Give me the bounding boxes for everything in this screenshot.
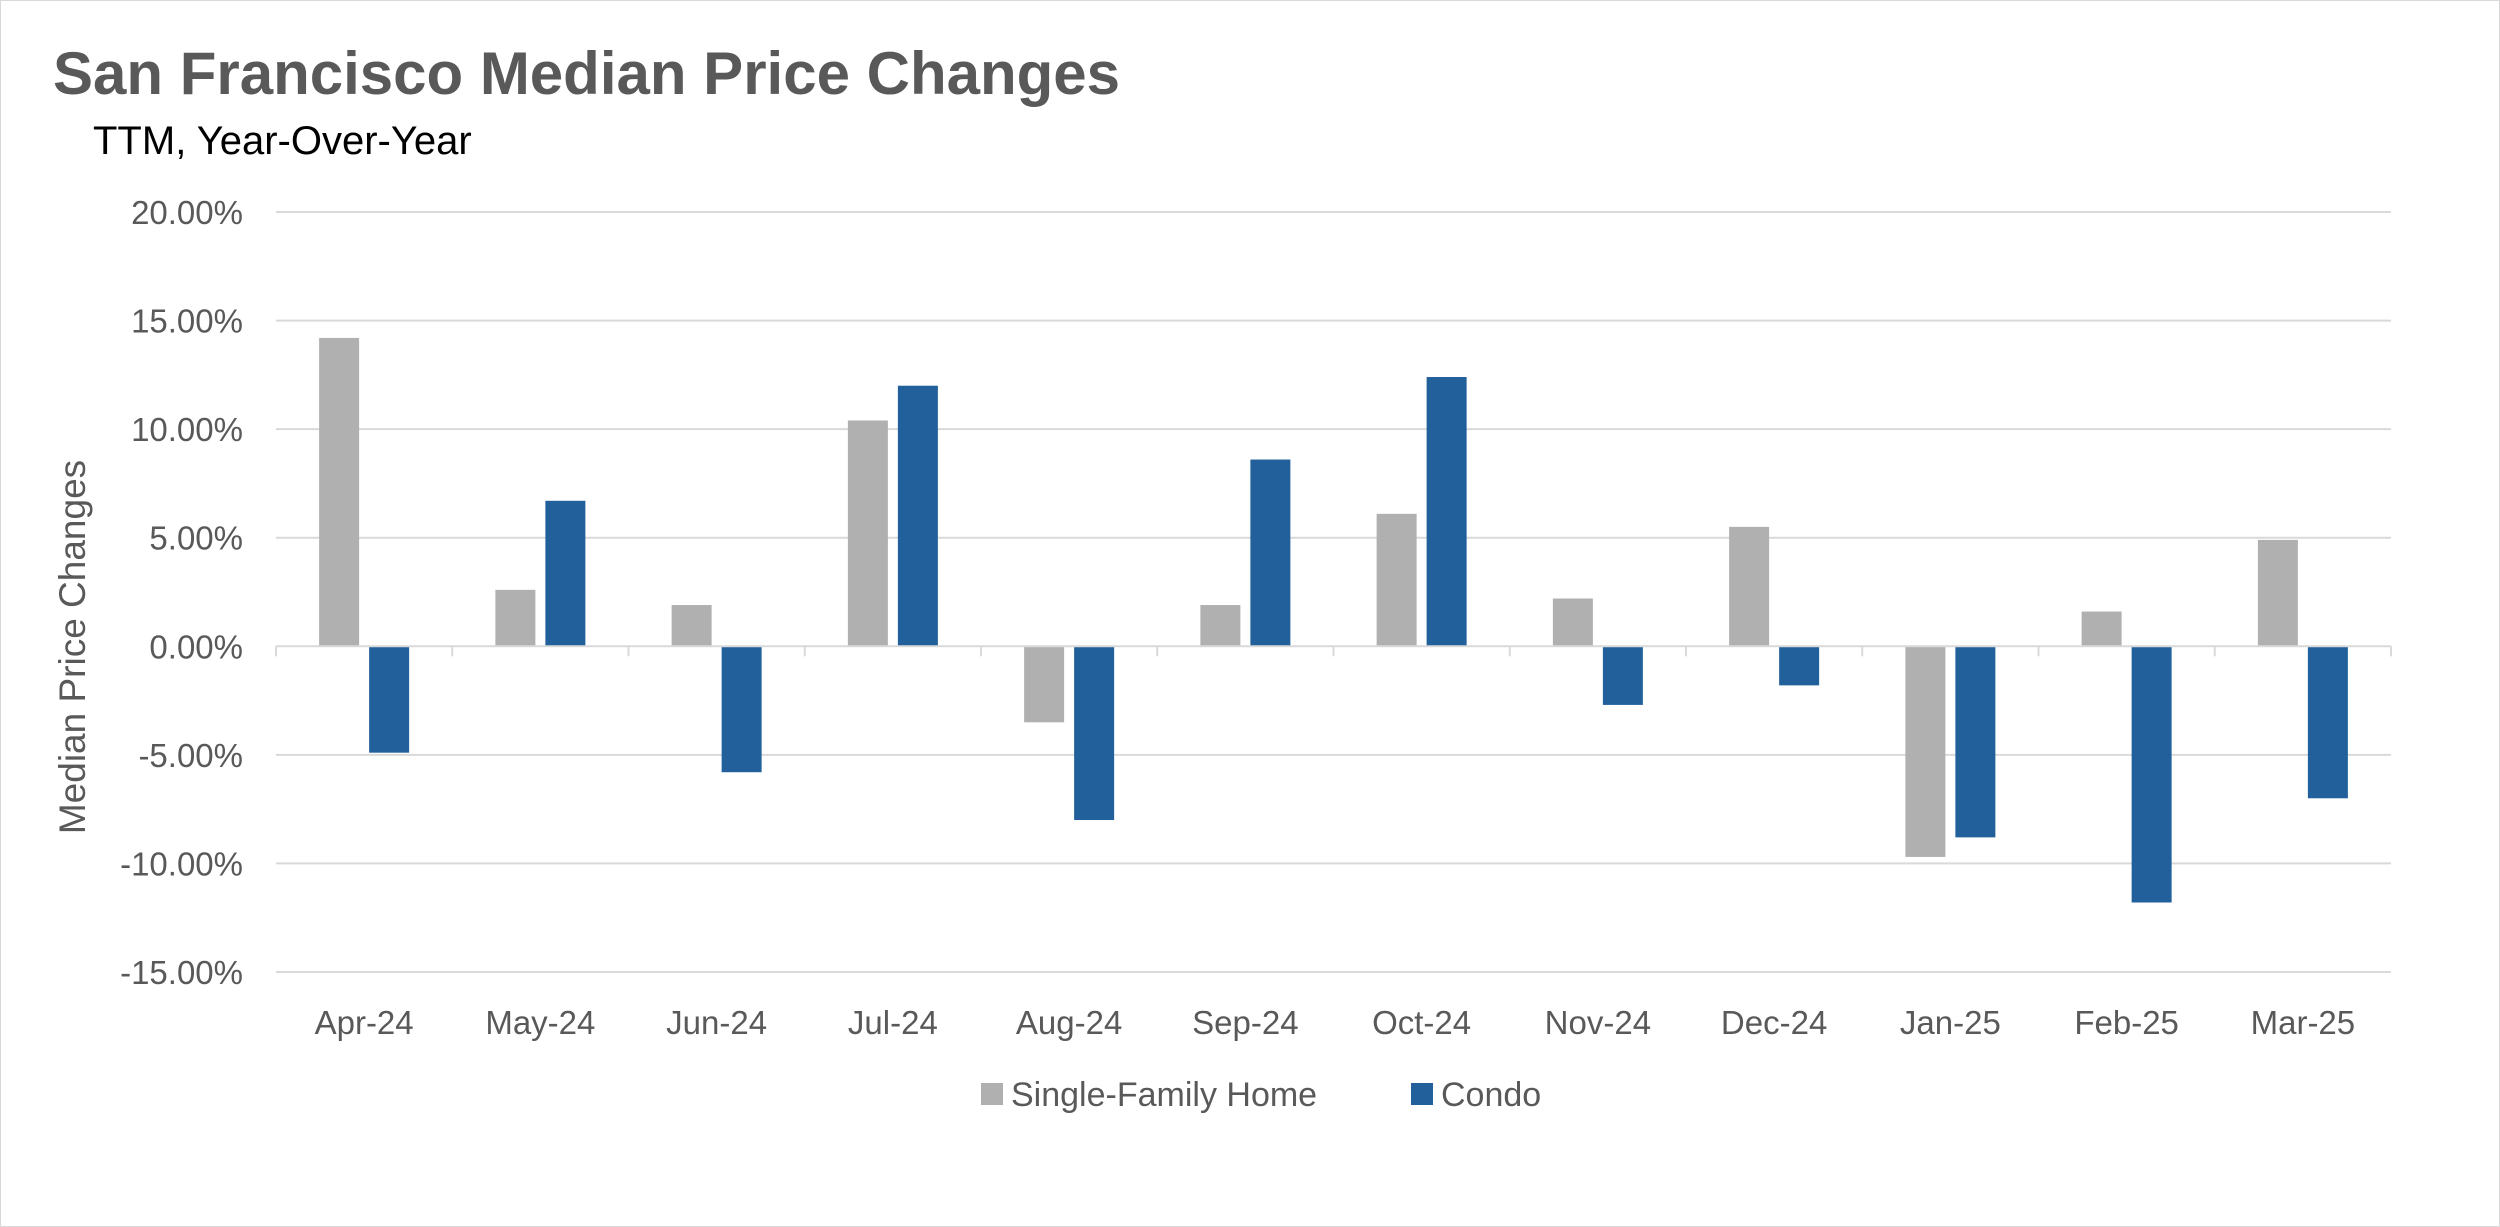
x-tick-label: May-24 bbox=[485, 1004, 595, 1041]
legend-swatch-condo bbox=[1411, 1083, 1433, 1105]
bar-condo bbox=[1779, 646, 1820, 686]
x-tick-label: Sep-24 bbox=[1192, 1004, 1298, 1041]
x-axis bbox=[275, 645, 2392, 657]
x-axis-ticks: Apr-24 May-24 Jun-24 Jul-24 Aug-24 Sep-24 Oct-… bbox=[315, 1004, 2356, 1041]
bar-single-family-home bbox=[1905, 646, 1946, 857]
chart-subtitle: TTM, Year-Over-Year bbox=[93, 119, 472, 163]
y-tick-label: -10.00% bbox=[120, 845, 243, 882]
x-tick-label: Jun-24 bbox=[666, 1004, 767, 1041]
x-tick-label: Oct-24 bbox=[1372, 1004, 1471, 1041]
bar-single-family-home bbox=[1200, 605, 1241, 647]
bar-single-family-home bbox=[1024, 646, 1065, 723]
x-tick-label: Jul-24 bbox=[848, 1004, 938, 1041]
y-tick-label: 20.00% bbox=[131, 194, 243, 231]
bar-condo bbox=[369, 646, 410, 753]
y-axis-ticks: 20.00% 15.00% 10.00% 5.00% 0.00% -5.00% -10.00… bbox=[120, 194, 243, 991]
chart-title: San Francisco Median Price Changes bbox=[53, 40, 1121, 107]
x-tick-label: Dec-24 bbox=[1721, 1004, 1827, 1041]
y-tick-label: -5.00% bbox=[138, 737, 243, 774]
bar-condo bbox=[1250, 459, 1291, 647]
gridlines bbox=[276, 211, 2391, 973]
x-tick-label: Apr-24 bbox=[315, 1004, 414, 1041]
legend-label: Single-Family Home bbox=[1011, 1076, 1317, 1114]
bar-single-family-home bbox=[2257, 539, 2298, 647]
x-tick-label: Feb-25 bbox=[2074, 1004, 2179, 1041]
x-tick-label: Aug-24 bbox=[1016, 1004, 1122, 1041]
bars bbox=[319, 337, 2348, 903]
legend-label: Condo bbox=[1441, 1076, 1541, 1114]
bar-single-family-home bbox=[2081, 611, 2122, 647]
bar-condo bbox=[545, 500, 586, 647]
x-tick-label: Jan-25 bbox=[1900, 1004, 2001, 1041]
bar-condo bbox=[1426, 377, 1467, 647]
bar-single-family-home bbox=[1376, 513, 1417, 647]
x-tick-label: Nov-24 bbox=[1545, 1004, 1651, 1041]
legend-swatch-single-family-home bbox=[981, 1083, 1003, 1105]
y-axis-label: Median Price Changes bbox=[52, 460, 93, 834]
legend: Single-Family Home Condo bbox=[981, 1076, 1541, 1114]
bar-condo bbox=[2131, 646, 2172, 903]
bar-single-family-home bbox=[1552, 598, 1593, 647]
bar-condo bbox=[897, 385, 938, 647]
bar-single-family-home bbox=[1729, 526, 1770, 647]
y-tick-label: -15.00% bbox=[120, 954, 243, 991]
bar-condo bbox=[1074, 646, 1115, 820]
bar-condo bbox=[2307, 646, 2348, 799]
bar-single-family-home bbox=[495, 589, 536, 647]
bar-single-family-home bbox=[847, 420, 888, 647]
y-tick-label: 0.00% bbox=[149, 628, 243, 665]
x-tick-label: Mar-25 bbox=[2251, 1004, 2356, 1041]
y-tick-label: 10.00% bbox=[131, 411, 243, 448]
bar-condo bbox=[1955, 646, 1996, 838]
bar-single-family-home bbox=[319, 337, 360, 647]
y-tick-label: 5.00% bbox=[149, 520, 243, 557]
bar-single-family-home bbox=[671, 605, 712, 647]
y-tick-label: 15.00% bbox=[131, 303, 243, 340]
bar-condo bbox=[1602, 646, 1643, 705]
bar-condo bbox=[721, 646, 762, 773]
